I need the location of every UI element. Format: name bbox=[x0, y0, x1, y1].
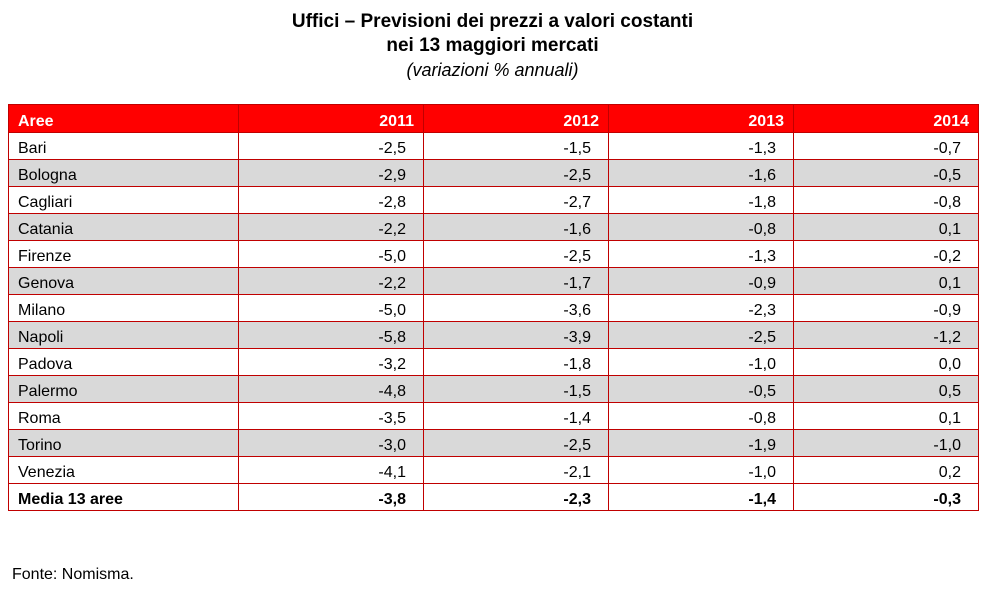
column-header-2011: 2011 bbox=[238, 104, 424, 133]
cell-value: -0,9 bbox=[793, 294, 979, 322]
column-header-2012: 2012 bbox=[423, 104, 609, 133]
cell-value: -2,2 bbox=[238, 267, 424, 295]
cell-value: -4,1 bbox=[238, 456, 424, 484]
cell-area: Roma bbox=[8, 402, 239, 430]
cell-value: -5,0 bbox=[238, 294, 424, 322]
cell-value: -2,5 bbox=[608, 321, 794, 349]
cell-value: 0,0 bbox=[793, 348, 979, 376]
cell-value: -3,9 bbox=[423, 321, 609, 349]
cell-value: -0,8 bbox=[793, 186, 979, 214]
price-forecast-table: Aree 2011 2012 2013 2014 Bari -2,5 -1,5 … bbox=[8, 104, 979, 511]
cell-area: Padova bbox=[8, 348, 239, 376]
cell-value: -2,2 bbox=[238, 213, 424, 241]
cell-value: 0,2 bbox=[793, 456, 979, 484]
cell-value: -1,6 bbox=[608, 159, 794, 187]
cell-value: -2,1 bbox=[423, 456, 609, 484]
cell-value: -2,5 bbox=[238, 132, 424, 160]
cell-area: Venezia bbox=[8, 456, 239, 484]
cell-area: Napoli bbox=[8, 321, 239, 349]
cell-area: Cagliari bbox=[8, 186, 239, 214]
cell-value: -3,2 bbox=[238, 348, 424, 376]
cell-area: Palermo bbox=[8, 375, 239, 403]
cell-value: -1,6 bbox=[423, 213, 609, 241]
cell-area: Torino bbox=[8, 429, 239, 457]
cell-value: -0,7 bbox=[793, 132, 979, 160]
table-row: Milano -5,0 -3,6 -2,3 -0,9 bbox=[8, 294, 979, 322]
cell-area: Firenze bbox=[8, 240, 239, 268]
table-row: Napoli -5,8 -3,9 -2,5 -1,2 bbox=[8, 321, 979, 349]
cell-value: -2,5 bbox=[423, 240, 609, 268]
cell-value: -1,3 bbox=[608, 240, 794, 268]
table-row: Roma -3,5 -1,4 -0,8 0,1 bbox=[8, 402, 979, 430]
cell-value: -0,2 bbox=[793, 240, 979, 268]
table-total-row: Media 13 aree -3,8 -2,3 -1,4 -0,3 bbox=[8, 483, 979, 511]
cell-value-total: -0,3 bbox=[793, 483, 979, 511]
cell-value-total: -3,8 bbox=[238, 483, 424, 511]
table-row: Torino -3,0 -2,5 -1,9 -1,0 bbox=[8, 429, 979, 457]
cell-value: -1,2 bbox=[793, 321, 979, 349]
cell-value: -2,5 bbox=[423, 429, 609, 457]
cell-value: -1,0 bbox=[608, 456, 794, 484]
cell-value: -1,5 bbox=[423, 132, 609, 160]
cell-value-total: -1,4 bbox=[608, 483, 794, 511]
cell-area: Milano bbox=[8, 294, 239, 322]
table-row: Genova -2,2 -1,7 -0,9 0,1 bbox=[8, 267, 979, 295]
table-row: Cagliari -2,8 -2,7 -1,8 -0,8 bbox=[8, 186, 979, 214]
cell-value: -5,8 bbox=[238, 321, 424, 349]
column-header-2013: 2013 bbox=[608, 104, 794, 133]
cell-value: -2,9 bbox=[238, 159, 424, 187]
cell-value: -0,8 bbox=[608, 402, 794, 430]
cell-value: -3,0 bbox=[238, 429, 424, 457]
table-row: Palermo -4,8 -1,5 -0,5 0,5 bbox=[8, 375, 979, 403]
table-row: Padova -3,2 -1,8 -1,0 0,0 bbox=[8, 348, 979, 376]
table-row: Venezia -4,1 -2,1 -1,0 0,2 bbox=[8, 456, 979, 484]
cell-value: -1,7 bbox=[423, 267, 609, 295]
cell-value: 0,1 bbox=[793, 402, 979, 430]
cell-value: -1,4 bbox=[423, 402, 609, 430]
cell-value: -5,0 bbox=[238, 240, 424, 268]
cell-value: 0,1 bbox=[793, 213, 979, 241]
cell-value: -3,5 bbox=[238, 402, 424, 430]
cell-area: Catania bbox=[8, 213, 239, 241]
page-title-line2: nei 13 maggiori mercati bbox=[386, 35, 599, 56]
cell-value: -1,3 bbox=[608, 132, 794, 160]
cell-value: -1,8 bbox=[423, 348, 609, 376]
cell-value: -0,5 bbox=[608, 375, 794, 403]
cell-value: -1,0 bbox=[793, 429, 979, 457]
column-header-aree: Aree bbox=[8, 104, 239, 133]
cell-value: -3,6 bbox=[423, 294, 609, 322]
cell-value: -2,7 bbox=[423, 186, 609, 214]
cell-area: Genova bbox=[8, 267, 239, 295]
cell-value: -0,5 bbox=[793, 159, 979, 187]
cell-value: 0,1 bbox=[793, 267, 979, 295]
cell-value: -2,5 bbox=[423, 159, 609, 187]
cell-value: -1,0 bbox=[608, 348, 794, 376]
table-row: Catania -2,2 -1,6 -0,8 0,1 bbox=[8, 213, 979, 241]
cell-value: -2,3 bbox=[608, 294, 794, 322]
cell-value: -0,8 bbox=[608, 213, 794, 241]
title-block: Uffici – Previsioni dei prezzi a valori … bbox=[0, 10, 985, 82]
table-row: Bari -2,5 -1,5 -1,3 -0,7 bbox=[8, 132, 979, 160]
cell-value: -1,5 bbox=[423, 375, 609, 403]
page-title: Uffici – Previsioni dei prezzi a valori … bbox=[291, 11, 694, 32]
cell-area: Bari bbox=[8, 132, 239, 160]
cell-value: -4,8 bbox=[238, 375, 424, 403]
table-row: Bologna -2,9 -2,5 -1,6 -0,5 bbox=[8, 159, 979, 187]
table-header-row: Aree 2011 2012 2013 2014 bbox=[8, 104, 979, 133]
table-row: Firenze -5,0 -2,5 -1,3 -0,2 bbox=[8, 240, 979, 268]
cell-value: 0,5 bbox=[793, 375, 979, 403]
cell-value: -1,8 bbox=[608, 186, 794, 214]
cell-value: -0,9 bbox=[608, 267, 794, 295]
column-header-2014: 2014 bbox=[793, 104, 979, 133]
cell-area-total: Media 13 aree bbox=[8, 483, 239, 511]
cell-value: -1,9 bbox=[608, 429, 794, 457]
page-subtitle: (variazioni % annuali) bbox=[406, 60, 579, 80]
cell-value-total: -2,3 bbox=[423, 483, 609, 511]
cell-area: Bologna bbox=[8, 159, 239, 187]
cell-value: -2,8 bbox=[238, 186, 424, 214]
source-note: Fonte: Nomisma. bbox=[12, 566, 134, 583]
